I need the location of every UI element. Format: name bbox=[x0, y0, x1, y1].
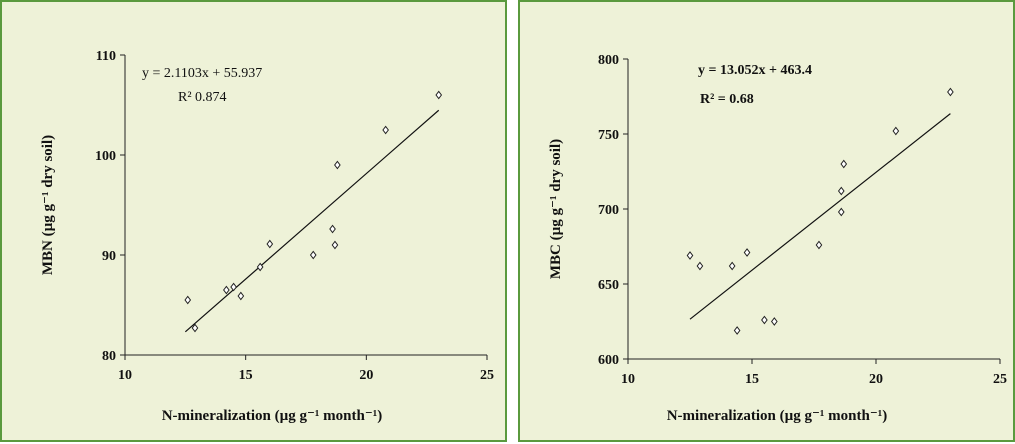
data-point bbox=[230, 282, 237, 292]
data-point bbox=[223, 285, 230, 295]
x-tick-label: 20 bbox=[359, 368, 373, 383]
x-tick-label: 25 bbox=[993, 372, 1007, 387]
x-tick-label: 20 bbox=[869, 372, 883, 387]
y-tick-label: 750 bbox=[598, 128, 619, 143]
trendline bbox=[184, 109, 440, 333]
data-point bbox=[237, 291, 245, 301]
x-tick-label: 10 bbox=[621, 372, 635, 387]
data-point bbox=[815, 240, 823, 250]
trendline-equation: y = 2.1103x + 55.937 bbox=[142, 66, 262, 81]
x-tick-label: 25 bbox=[480, 368, 494, 383]
y-tick-label: 90 bbox=[102, 249, 116, 264]
data-point bbox=[256, 262, 264, 272]
data-point bbox=[947, 87, 954, 97]
chart-panel-mbc: 600 650 700 750 800 10 15 20 25 N-mineralization … bbox=[518, 0, 1015, 442]
data-point bbox=[733, 326, 741, 335]
y-tick-label: 110 bbox=[96, 49, 116, 64]
r-squared-label: R² = 0.68 bbox=[700, 92, 754, 107]
y-tick-label: 800 bbox=[598, 53, 619, 68]
data-point bbox=[334, 160, 341, 170]
x-tick-label: 15 bbox=[745, 372, 759, 387]
y-tick-label: 100 bbox=[95, 149, 116, 164]
trendline-equation: y = 13.052x + 463.4 bbox=[698, 63, 812, 78]
data-point bbox=[837, 186, 845, 196]
y-axis-label: MBN (µg g⁻¹ dry soil) bbox=[40, 135, 56, 275]
y-tick-label: 650 bbox=[598, 278, 619, 293]
data-point bbox=[840, 159, 848, 169]
y-tick-label: 700 bbox=[598, 203, 619, 218]
data-point bbox=[382, 125, 389, 135]
trendline bbox=[689, 113, 951, 320]
data-point bbox=[761, 315, 768, 325]
data-point bbox=[892, 126, 900, 136]
data-point bbox=[435, 90, 443, 100]
chart-panel-mbn: 80 90 100 110 10 15 20 25 N-mineralization (µg g… bbox=[0, 0, 507, 442]
data-point bbox=[728, 261, 736, 271]
y-tick-label: 80 bbox=[102, 349, 116, 364]
mbc-scatter-chart: 600 650 700 750 800 10 15 20 25 N-mineralization … bbox=[548, 53, 1007, 424]
data-point bbox=[191, 323, 199, 333]
y-tick-label: 600 bbox=[598, 353, 619, 368]
data-point bbox=[309, 250, 317, 260]
data-point bbox=[696, 261, 704, 271]
data-point bbox=[837, 207, 845, 217]
data-point bbox=[329, 224, 336, 234]
x-tick-label: 15 bbox=[239, 368, 253, 383]
r-squared-label: R² 0.874 bbox=[178, 90, 227, 105]
data-point bbox=[331, 240, 339, 250]
mbn-scatter-chart: 80 90 100 110 10 15 20 25 N-mineralization (µg g… bbox=[40, 49, 494, 424]
data-point bbox=[266, 239, 274, 249]
data-point bbox=[686, 251, 694, 260]
x-axis-label: N-mineralization (µg g⁻¹ month⁻¹) bbox=[162, 408, 383, 424]
data-point bbox=[184, 295, 192, 305]
data-point bbox=[743, 248, 751, 257]
data-point bbox=[770, 317, 778, 326]
x-tick-label: 10 bbox=[118, 368, 132, 383]
x-axis-label: N-mineralization (µg g⁻¹ month⁻¹) bbox=[667, 408, 888, 424]
y-axis-label: MBC (µg g⁻¹ dry soil) bbox=[548, 139, 564, 279]
